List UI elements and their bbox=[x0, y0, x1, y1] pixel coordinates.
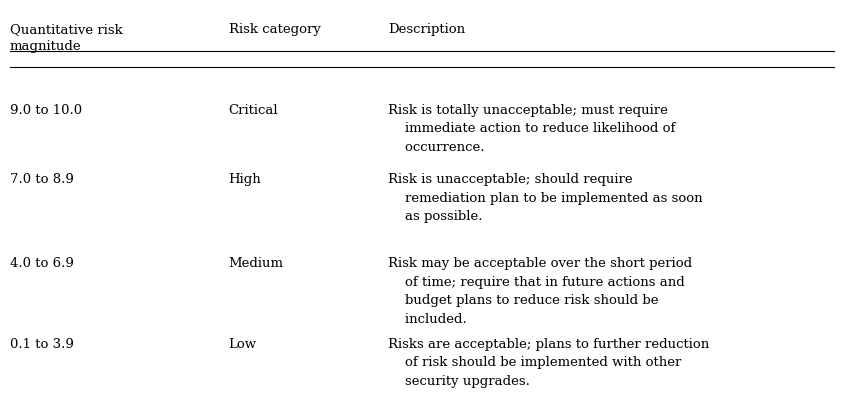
Text: Quantitative risk
magnitude: Quantitative risk magnitude bbox=[10, 23, 122, 53]
Text: 7.0 to 8.9: 7.0 to 8.9 bbox=[10, 173, 73, 186]
Text: 0.1 to 3.9: 0.1 to 3.9 bbox=[10, 338, 73, 351]
Text: Risk is totally unacceptable; must require
    immediate action to reduce likeli: Risk is totally unacceptable; must requi… bbox=[388, 104, 676, 154]
Text: Critical: Critical bbox=[229, 104, 279, 117]
Text: Risk category: Risk category bbox=[229, 23, 321, 36]
Text: Risk is unacceptable; should require
    remediation plan to be implemented as s: Risk is unacceptable; should require rem… bbox=[388, 173, 703, 223]
Text: Risks are acceptable; plans to further reduction
    of risk should be implement: Risks are acceptable; plans to further r… bbox=[388, 338, 710, 388]
Text: Risk may be acceptable over the short period
    of time; require that in future: Risk may be acceptable over the short pe… bbox=[388, 257, 692, 326]
Text: 9.0 to 10.0: 9.0 to 10.0 bbox=[10, 104, 82, 117]
Text: High: High bbox=[229, 173, 262, 186]
Text: 4.0 to 6.9: 4.0 to 6.9 bbox=[10, 257, 73, 270]
Text: Medium: Medium bbox=[229, 257, 284, 270]
Text: Description: Description bbox=[388, 23, 466, 36]
Text: Low: Low bbox=[229, 338, 257, 351]
